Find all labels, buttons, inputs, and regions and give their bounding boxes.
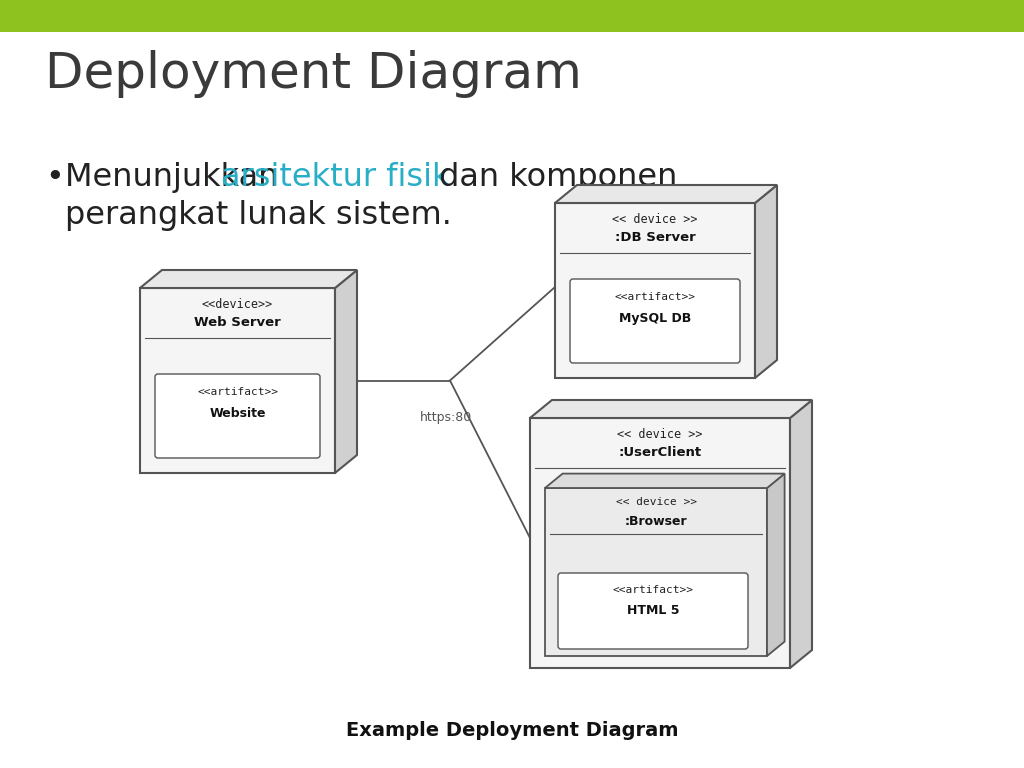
FancyBboxPatch shape [155,374,319,458]
Polygon shape [767,474,784,656]
Polygon shape [545,488,767,656]
Text: :UserClient: :UserClient [618,446,701,459]
Text: Deployment Diagram: Deployment Diagram [45,50,582,98]
Text: HTML 5: HTML 5 [627,604,679,617]
Polygon shape [555,203,755,378]
Polygon shape [555,185,777,203]
Text: <<artifact>>: <<artifact>> [612,585,693,595]
Text: Example Deployment Diagram: Example Deployment Diagram [346,721,678,740]
Text: <<artifact>>: <<artifact>> [614,292,695,302]
Polygon shape [790,400,812,668]
Text: <<artifact>>: <<artifact>> [197,387,278,397]
Polygon shape [530,418,790,668]
Text: •: • [45,162,63,194]
Polygon shape [530,400,812,418]
Text: Menunjukkan: Menunjukkan [65,162,289,194]
Polygon shape [335,270,357,473]
Text: arsitektur fisik: arsitektur fisik [221,162,451,194]
Text: MySQL DB: MySQL DB [618,312,691,325]
Text: <<device>>: <<device>> [202,298,273,311]
Text: Website: Website [209,407,266,420]
Text: << device >>: << device >> [612,213,697,226]
Polygon shape [545,474,784,488]
Text: :DB Server: :DB Server [614,231,695,244]
Text: dan komponen: dan komponen [429,162,677,194]
FancyBboxPatch shape [570,279,740,363]
FancyBboxPatch shape [558,573,748,649]
Text: perangkat lunak sistem.: perangkat lunak sistem. [65,200,452,231]
Text: << device >>: << device >> [617,428,702,441]
Text: Web Server: Web Server [195,316,281,329]
Text: << device >>: << device >> [615,497,696,507]
Polygon shape [140,270,357,288]
Bar [0,0,1024,32]
Text: https:80: https:80 [420,411,472,423]
Polygon shape [140,288,335,473]
Text: :Browser: :Browser [625,515,687,528]
Polygon shape [755,185,777,378]
